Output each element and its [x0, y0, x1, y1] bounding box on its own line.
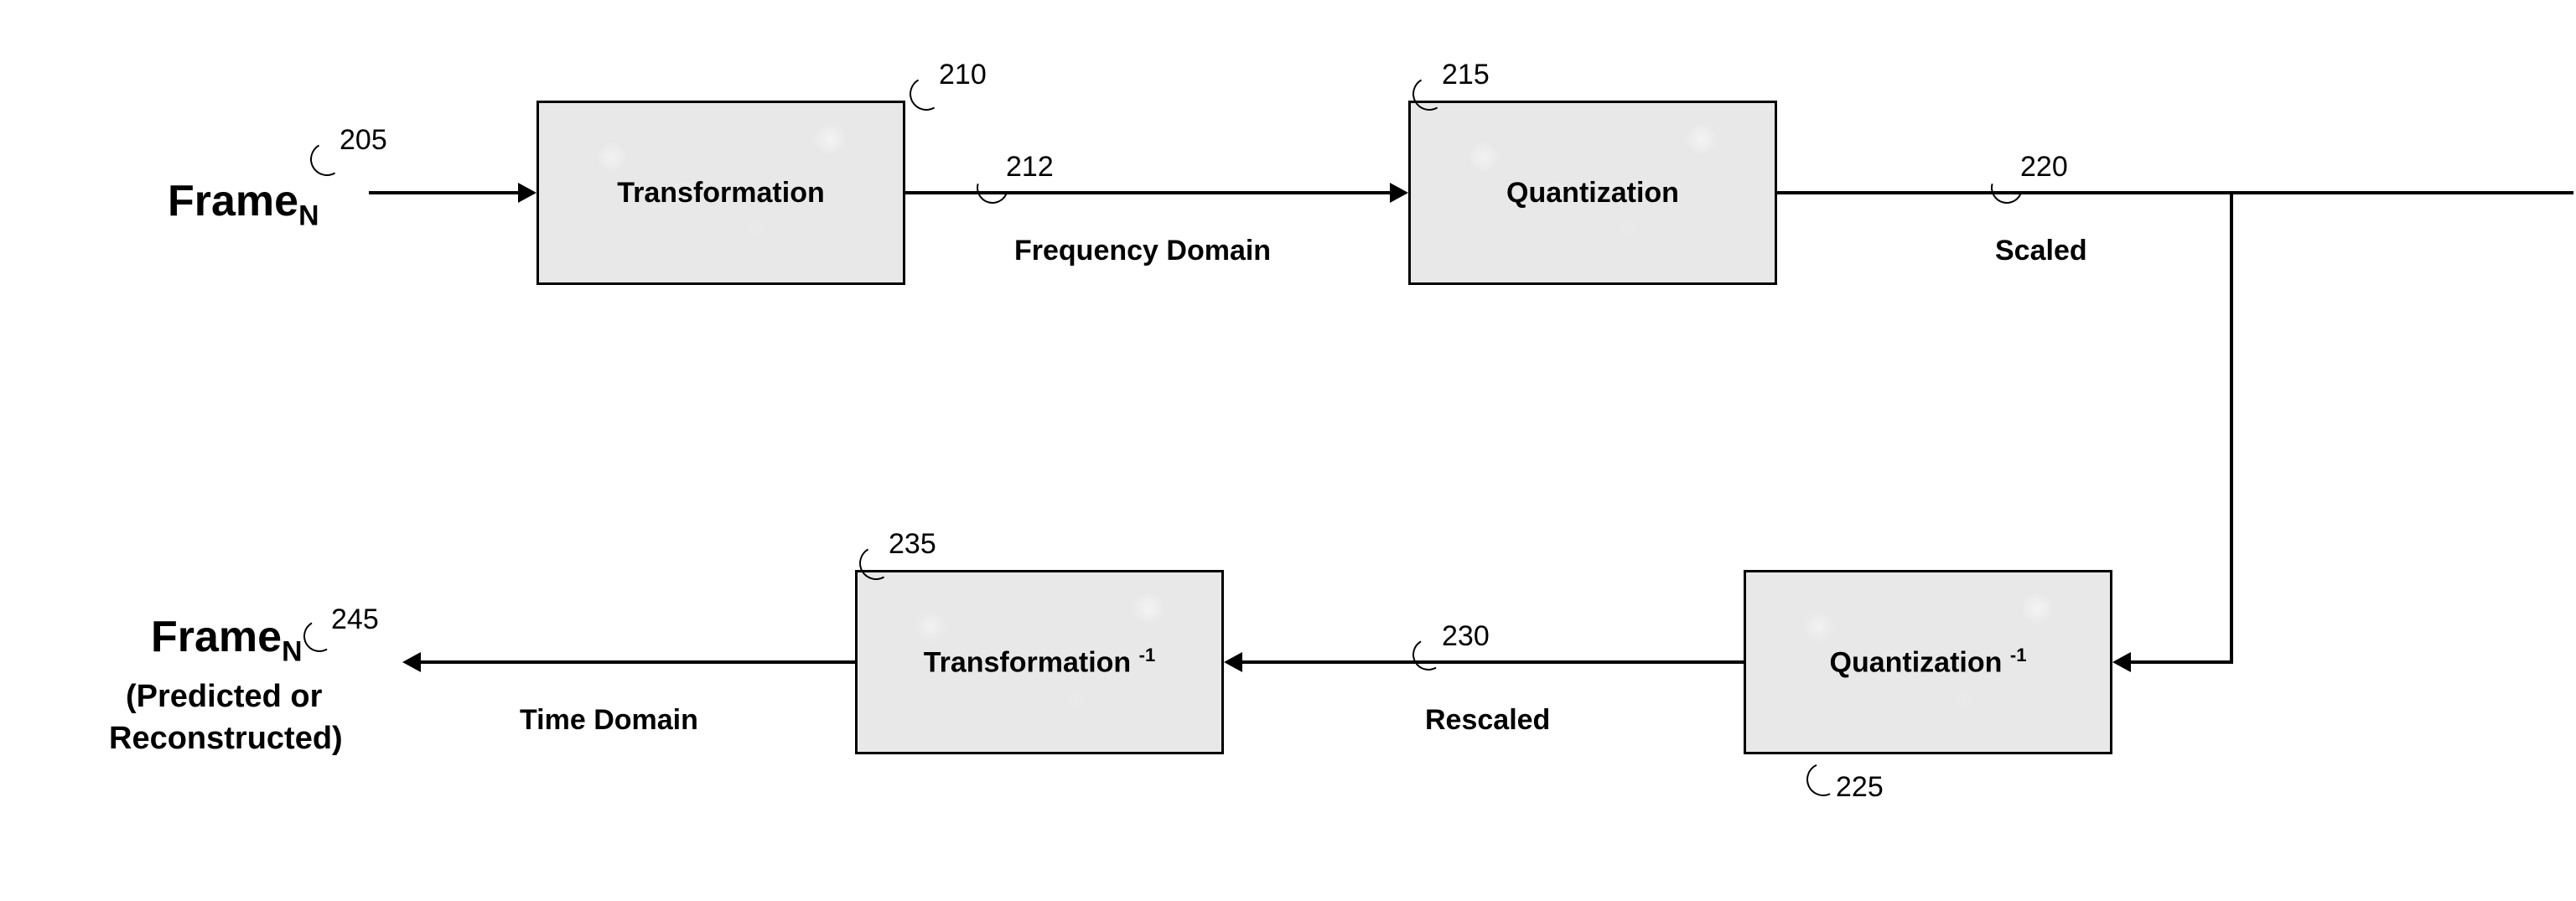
arrow-head-invt-to-out	[402, 652, 421, 672]
transformation-box: Transformation	[536, 101, 905, 285]
output-frame-sub1: (Predicted or	[126, 679, 322, 715]
inv-transformation-box: Transformation -1	[855, 570, 1224, 754]
quantization-box: Quantization	[1408, 101, 1777, 285]
ref-215: 215	[1442, 59, 1490, 91]
inv-quantization-box: Quantization -1	[1744, 570, 2112, 754]
arrow-head-input-to-transformation	[518, 183, 536, 203]
arrow-head-trans-to-quant	[1390, 183, 1408, 203]
arrow-quant-out-right	[1777, 191, 2573, 194]
quantization-label: Quantization	[1506, 177, 1679, 210]
input-frame-label: FrameN	[168, 176, 319, 232]
edge-label-timedomain: Time Domain	[520, 704, 698, 737]
edge-label-freqdomain: Frequency Domain	[1014, 235, 1271, 267]
arrow-head-invq-to-invt	[1224, 652, 1242, 672]
inv-quantization-superscript: -1	[2010, 645, 2027, 665]
output-frame-sub2: Reconstructed)	[109, 721, 343, 757]
inv-transformation-label-text: Transformation	[924, 647, 1131, 679]
edge-label-rescaled: Rescaled	[1425, 704, 1550, 737]
arrow-invt-to-out	[421, 660, 855, 664]
output-frame-subscript: N	[282, 635, 302, 667]
arrow-input-to-transformation	[369, 191, 518, 194]
ref-230: 230	[1442, 620, 1490, 653]
ref-212: 212	[1006, 151, 1054, 184]
ref-220: 220	[2020, 151, 2068, 184]
output-frame-label: FrameN	[151, 612, 303, 668]
arrow-invq-to-invt	[1242, 660, 1744, 664]
ref-205: 205	[339, 124, 387, 157]
input-frame-text: Frame	[168, 177, 298, 225]
inv-transformation-superscript: -1	[1139, 645, 1156, 665]
inv-quantization-label: Quantization -1	[1830, 645, 2027, 679]
inv-transformation-label: Transformation -1	[924, 645, 1156, 679]
ref-245: 245	[331, 603, 379, 636]
input-frame-subscript: N	[298, 199, 319, 231]
inv-quantization-label-text: Quantization	[1830, 647, 2003, 679]
ref-225: 225	[1836, 771, 1884, 804]
ref-235: 235	[889, 528, 936, 561]
transformation-label: Transformation	[617, 177, 824, 210]
edge-label-scaled: Scaled	[1995, 235, 2087, 267]
arrow-quant-to-invq	[2131, 660, 2233, 664]
arrow-quant-out-down	[2230, 191, 2233, 660]
ref-210: 210	[939, 59, 987, 91]
arrow-head-quant-to-invq	[2112, 652, 2131, 672]
output-frame-text: Frame	[151, 613, 282, 661]
